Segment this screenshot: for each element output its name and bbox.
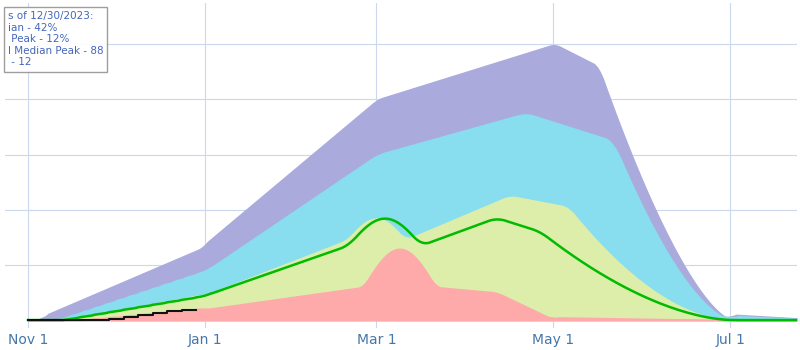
Text: s of 12/30/2023:
ian - 42%
 Peak - 12%
l Median Peak - 88
 - 12: s of 12/30/2023: ian - 42% Peak - 12% l … [8, 11, 103, 68]
